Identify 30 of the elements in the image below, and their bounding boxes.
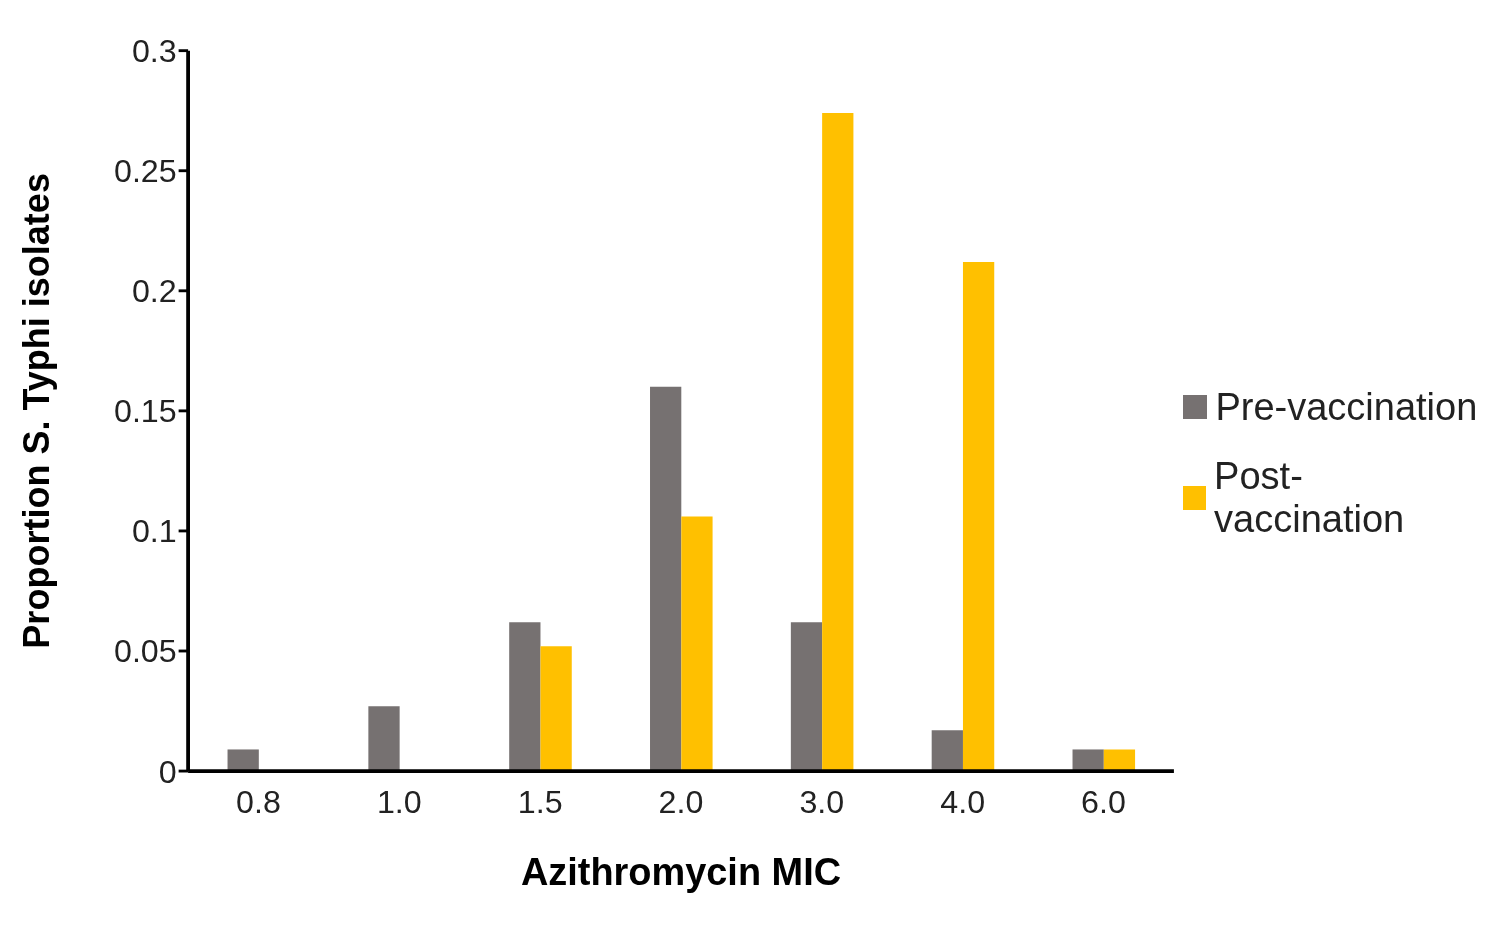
bar — [681, 516, 713, 772]
y-tick-label: 0 — [158, 753, 177, 790]
legend-label: Pre-vaccination — [1215, 385, 1478, 429]
y-tick-label: 0.2 — [131, 273, 177, 310]
bar — [790, 622, 823, 772]
x-tick-label: 3.0 — [799, 783, 845, 820]
x-tick-label: 1.5 — [517, 783, 563, 820]
x-tick-label: 4.0 — [940, 783, 986, 820]
y-axis-title: Proportion S. Typhi isolates — [16, 173, 58, 649]
y-tick-label: 0.3 — [131, 33, 177, 70]
bar — [540, 646, 572, 772]
x-tick-label: 0.8 — [236, 783, 281, 820]
bar — [1103, 749, 1136, 772]
bar — [962, 261, 995, 772]
bar — [368, 706, 400, 772]
bar — [931, 730, 963, 772]
y-tick-label: 0.25 — [114, 153, 177, 190]
legend-label: Post-vaccination — [1214, 454, 1406, 541]
bar — [1072, 749, 1104, 772]
x-tick-label: 1.0 — [376, 783, 422, 820]
y-tick-label: 0.05 — [114, 633, 177, 670]
x-axis-title: Azithromycin MIC — [520, 850, 842, 893]
bar — [822, 113, 854, 772]
y-tick-label: 0.15 — [114, 393, 177, 430]
y-tick-label: 0.1 — [131, 513, 177, 550]
bar — [509, 622, 541, 772]
x-tick-label: 2.0 — [658, 783, 704, 820]
bar — [650, 386, 682, 772]
x-tick-label: 6.0 — [1081, 783, 1126, 820]
bar — [227, 749, 259, 772]
